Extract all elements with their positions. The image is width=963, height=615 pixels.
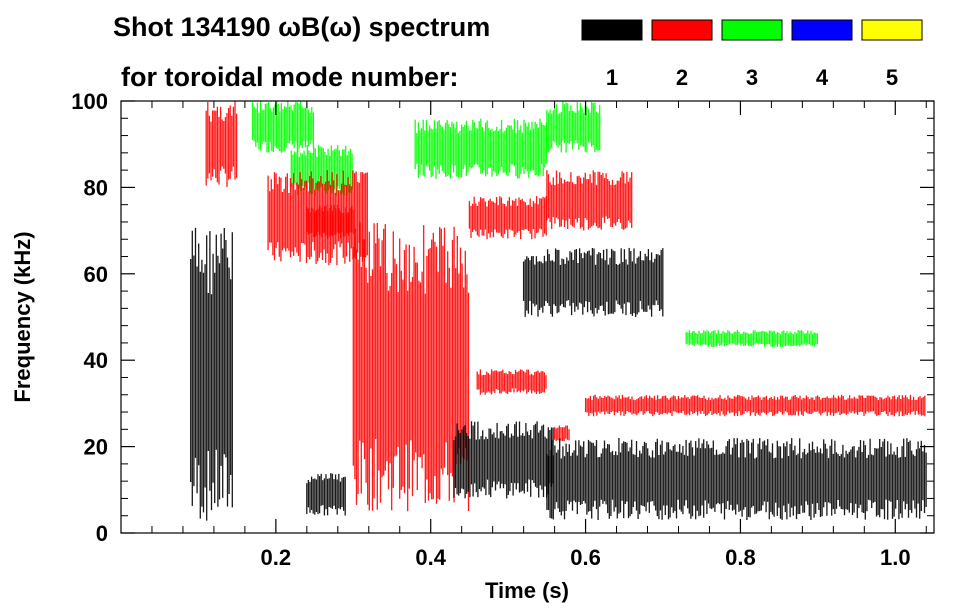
y-tick-label: 80	[84, 175, 108, 200]
legend-swatch-2	[651, 19, 713, 41]
spectrum-marks	[190, 101, 927, 521]
spectrum-region-mode-2	[468, 196, 547, 240]
y-tick-label: 20	[84, 435, 108, 460]
y-tick-label: 40	[84, 348, 108, 373]
spectrum-region-mode-3	[414, 118, 548, 179]
mode-legend: 1 2 3 4 5	[581, 19, 923, 90]
y-tick-label: 60	[84, 262, 108, 287]
x-tick-label: 1.0	[880, 545, 911, 570]
spectrum-region-mode-1	[546, 438, 927, 520]
spectrum-region-mode-2	[352, 222, 470, 512]
spectrum-region-mode-3	[685, 330, 819, 348]
legend-swatch-4	[791, 19, 853, 41]
legend-label-2: 2	[676, 65, 688, 90]
legend-swatch-3	[721, 19, 783, 41]
spectrum-region-mode-3	[251, 101, 315, 153]
x-tick-label: 0.4	[415, 545, 446, 570]
chart-title-line2: for toroidal mode number:	[121, 62, 459, 92]
plot-frame	[120, 100, 935, 534]
legend-label-1: 1	[606, 65, 618, 90]
x-tick-label: 0.8	[725, 545, 756, 570]
spectrum-region-mode-2	[306, 204, 354, 239]
legend-label-4: 4	[816, 65, 829, 90]
legend-label-5: 5	[886, 65, 898, 90]
y-axis-label: Frequency (kHz)	[10, 231, 35, 402]
spectrum-region-mode-1	[306, 473, 346, 516]
spectrum-region-mode-1	[522, 247, 664, 317]
y-tick-label: 0	[96, 521, 108, 546]
x-axis: 0.2 0.4 0.6 0.8 1.0	[151, 101, 927, 570]
y-tick-label: 100	[71, 89, 108, 114]
x-axis-label: Time (s)	[485, 578, 569, 603]
x-tick-label: 0.2	[261, 545, 292, 570]
legend-swatch-5	[861, 19, 923, 41]
legend-swatch-1	[581, 19, 643, 41]
spectrum-region-mode-2	[546, 170, 633, 231]
chart-title-line1: Shot 134190 ωB(ω) spectrum	[113, 12, 490, 42]
spectrum-region-mode-2	[476, 369, 547, 395]
spectrum-region-mode-2	[205, 101, 238, 187]
legend-label-3: 3	[746, 65, 758, 90]
x-tick-label: 0.6	[570, 545, 601, 570]
spectrum-region-mode-2	[584, 394, 926, 417]
spectrum-region-mode-3	[546, 101, 601, 153]
spectrum-region-mode-3	[290, 144, 353, 196]
y-axis: 0 20 40 60 80 100	[71, 89, 934, 546]
spectrum-region-mode-1	[190, 227, 233, 521]
spectrum-region-mode-2	[553, 425, 570, 442]
